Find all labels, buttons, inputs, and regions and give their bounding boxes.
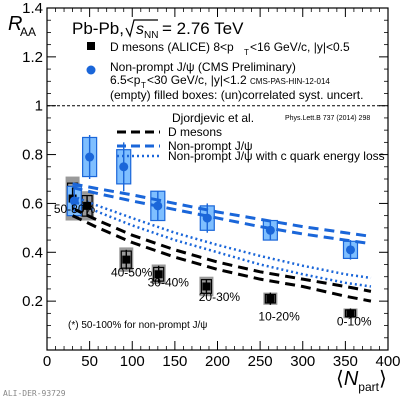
centrality-label: 30-40% — [148, 275, 190, 289]
x-tick-label: 300 — [290, 353, 315, 370]
x-tick-label: 150 — [162, 353, 187, 370]
legend-d-mesons-cut: <16 GeV/c, |y|<0.5 — [250, 40, 350, 54]
legend-jpsi-marker — [86, 65, 96, 75]
jpsi-point — [69, 196, 79, 206]
svg-text:s: s — [136, 21, 144, 38]
y-tick-label: 1.2 — [22, 49, 43, 66]
watermark: ALI-DER-93729 — [3, 389, 66, 398]
centrality-label: 20-30% — [199, 290, 241, 304]
d-meson-point — [202, 282, 211, 291]
y-tick-label: 0.4 — [22, 244, 43, 261]
centrality-labels: 50-80% 40-50%30-40% 20-30% 10-20% 0-10% — [54, 202, 372, 328]
jpsi-point — [153, 201, 163, 211]
x-tick-label: 50 — [81, 353, 98, 370]
model-curve-3 — [72, 182, 372, 238]
x-tick-label: 200 — [205, 353, 230, 370]
jpsi-point — [119, 162, 129, 172]
legend-jpsi-cut1: 6.5<p — [110, 73, 141, 87]
y-axis-title: R — [8, 13, 22, 35]
y-tick-label: 0.2 — [22, 293, 43, 310]
legend-jpsi-cut2: <30 GeV/c, |y|<1.2 — [147, 73, 247, 87]
svg-text:NN: NN — [144, 30, 158, 41]
d-meson-point — [122, 255, 131, 264]
energy-label: = 2.76 TeV — [162, 19, 244, 38]
legend-model-jpsi-c: Non-prompt J/ψ with c quark energy loss — [168, 149, 385, 163]
legend-d-mesons-sub: T — [244, 48, 249, 57]
model-curve-1 — [71, 206, 372, 293]
legend-jpsi-source: CMS-PAS-HIN-12-014 — [250, 77, 330, 86]
d-meson-point — [154, 270, 163, 279]
legend-model-d: D mesons — [168, 125, 222, 139]
model-curves — [71, 182, 372, 303]
y-tick-label: 0.6 — [22, 195, 43, 212]
jpsi-point — [85, 152, 95, 162]
legend-d-mesons: D mesons (ALICE) 8<p — [110, 40, 234, 54]
centrality-label: 50-80% — [54, 202, 96, 216]
x-tick-label: 350 — [333, 353, 358, 370]
model-curve-5 — [72, 199, 372, 288]
legend-model-jpsi: Non-prompt J/ψ — [168, 139, 253, 153]
d-meson-point — [83, 201, 92, 210]
y-tick-label: 0.8 — [22, 147, 43, 164]
model-title: Djordjevic et al. — [172, 111, 254, 125]
legend-jpsi-sub: T — [141, 81, 146, 90]
collision-label: Pb-Pb, — [72, 19, 124, 38]
legend-jpsi: Non-prompt J/ψ (CMS Preliminary) — [110, 60, 296, 74]
y-tick-label: 1 — [35, 98, 43, 115]
x-tick-label: 400 — [375, 353, 400, 370]
energy-sqrt-sign: s NN — [125, 19, 158, 41]
y-axis-title-subscript: AA — [20, 25, 36, 39]
data-points — [68, 135, 355, 319]
model-reference: Phys.Lett.B 737 (2014) 298 — [285, 115, 370, 122]
y-tick-label: 1.4 — [22, 0, 43, 17]
x-tick-label: 0 — [43, 353, 51, 370]
x-axis-title: ⟨Npart⟩ — [336, 368, 387, 394]
legend-d-meson-marker — [87, 42, 95, 50]
d-meson-point — [266, 294, 275, 303]
footnote: (*) 50-100% for non-prompt J/ψ — [68, 320, 207, 331]
plot-axes: 0 50 100 150 200 250 300 350 400 0.2 0.4 0.6 0.8 1 1.2… — [22, 0, 400, 370]
centrality-label: 40-50% — [111, 266, 153, 280]
x-tick-label: 250 — [248, 353, 273, 370]
jpsi-point — [202, 213, 212, 223]
centrality-label: 10-20% — [258, 310, 300, 324]
x-tick-label: 100 — [120, 353, 145, 370]
centrality-label: 0-10% — [337, 315, 372, 329]
d-meson-point — [346, 309, 355, 318]
legend-boxes-note: (empty) filled boxes: (un)correlated sys… — [110, 88, 363, 102]
jpsi-point — [265, 225, 275, 235]
model-curve-2 — [72, 186, 372, 246]
jpsi-point — [345, 245, 355, 255]
model-curve-0 — [71, 214, 372, 303]
